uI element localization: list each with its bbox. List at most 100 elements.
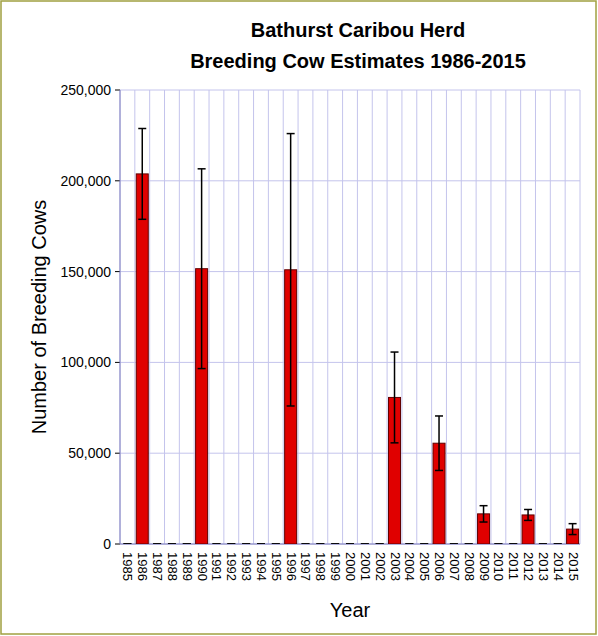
bar xyxy=(374,544,386,545)
error-cap xyxy=(494,543,502,544)
error-line xyxy=(483,506,485,522)
error-cap xyxy=(435,415,443,417)
error-cap xyxy=(123,543,131,544)
error-cap xyxy=(554,543,562,544)
v-grid xyxy=(550,90,551,544)
error-bar xyxy=(198,169,206,369)
bar xyxy=(448,544,460,545)
v-grid xyxy=(164,90,165,544)
x-axis xyxy=(120,544,580,545)
x-tick-label: 2013 xyxy=(536,552,551,581)
v-grid xyxy=(476,90,477,544)
error-cap xyxy=(153,543,161,544)
error-cap xyxy=(376,543,384,544)
x-tick-label: 2010 xyxy=(491,552,506,581)
error-cap xyxy=(212,543,220,544)
error-line xyxy=(394,352,396,443)
h-grid xyxy=(120,180,580,181)
bar xyxy=(166,544,178,545)
h-grid xyxy=(120,90,580,91)
error-line xyxy=(527,509,529,520)
error-cap xyxy=(257,543,265,544)
y-tick xyxy=(115,90,120,91)
error-cap xyxy=(569,523,577,525)
error-cap xyxy=(494,543,502,544)
error-cap xyxy=(376,543,384,544)
error-cap xyxy=(242,543,250,544)
v-grid xyxy=(327,90,328,544)
error-cap xyxy=(539,543,547,544)
h-grid xyxy=(120,544,580,545)
error-cap xyxy=(227,543,235,544)
v-grid xyxy=(179,90,180,544)
error-cap xyxy=(123,543,131,544)
v-grid xyxy=(223,90,224,544)
error-bar xyxy=(465,544,473,545)
v-grid xyxy=(268,90,269,544)
y-tick-label: 250,000 xyxy=(60,82,111,98)
h-grid xyxy=(120,453,580,454)
error-cap xyxy=(138,128,146,130)
v-grid xyxy=(431,90,432,544)
error-cap xyxy=(287,133,295,135)
error-bar xyxy=(569,524,577,535)
x-tick-label: 2003 xyxy=(388,552,403,581)
error-cap xyxy=(168,543,176,544)
bar xyxy=(270,544,282,545)
v-grid xyxy=(580,90,581,544)
error-bar xyxy=(301,544,309,545)
error-cap xyxy=(183,543,191,544)
error-bar xyxy=(138,128,146,219)
x-tick-label: 1998 xyxy=(313,552,328,581)
v-grid xyxy=(342,90,343,544)
error-cap xyxy=(524,509,532,511)
x-tick-label: 2012 xyxy=(521,552,536,581)
v-grid xyxy=(446,90,447,544)
error-bar xyxy=(376,544,384,545)
error-bar xyxy=(480,506,488,522)
x-tick-label: 2011 xyxy=(506,552,521,580)
error-cap xyxy=(346,543,354,544)
error-cap xyxy=(138,219,146,221)
error-cap xyxy=(554,543,562,544)
v-grid xyxy=(134,90,135,544)
v-grid xyxy=(565,90,566,544)
x-tick-label: 2002 xyxy=(373,552,388,581)
x-tick-label: 2014 xyxy=(551,552,566,581)
error-bar xyxy=(331,544,339,545)
bar xyxy=(359,544,371,545)
bar xyxy=(552,544,564,545)
error-cap xyxy=(539,543,547,544)
y-tick xyxy=(115,544,120,545)
error-line xyxy=(142,128,144,219)
bar xyxy=(240,544,252,545)
error-cap xyxy=(569,534,577,536)
error-cap xyxy=(405,543,413,544)
x-tick-label: 1997 xyxy=(298,552,313,581)
error-bar xyxy=(494,544,502,545)
error-cap xyxy=(391,442,399,444)
error-cap xyxy=(301,543,309,544)
error-bar xyxy=(183,544,191,545)
error-bar xyxy=(420,544,428,545)
error-bar xyxy=(153,544,161,545)
bar xyxy=(344,544,356,545)
v-grid xyxy=(505,90,506,544)
bar xyxy=(403,544,415,545)
error-cap xyxy=(331,543,339,544)
error-cap xyxy=(227,543,235,544)
x-tick-label: 1985 xyxy=(120,552,135,581)
v-grid xyxy=(490,90,491,544)
chart: Bathurst Caribou HerdBreeding Cow Estima… xyxy=(0,0,598,636)
error-cap xyxy=(287,405,295,407)
y-tick xyxy=(115,271,120,272)
v-grid xyxy=(401,90,402,544)
y-tick-label: 100,000 xyxy=(60,354,111,370)
v-grid xyxy=(357,90,358,544)
x-tick-label: 2001 xyxy=(358,552,373,581)
error-cap xyxy=(465,543,473,544)
bar xyxy=(255,544,267,545)
v-grid xyxy=(372,90,373,544)
v-grid xyxy=(461,90,462,544)
bar xyxy=(136,174,148,544)
